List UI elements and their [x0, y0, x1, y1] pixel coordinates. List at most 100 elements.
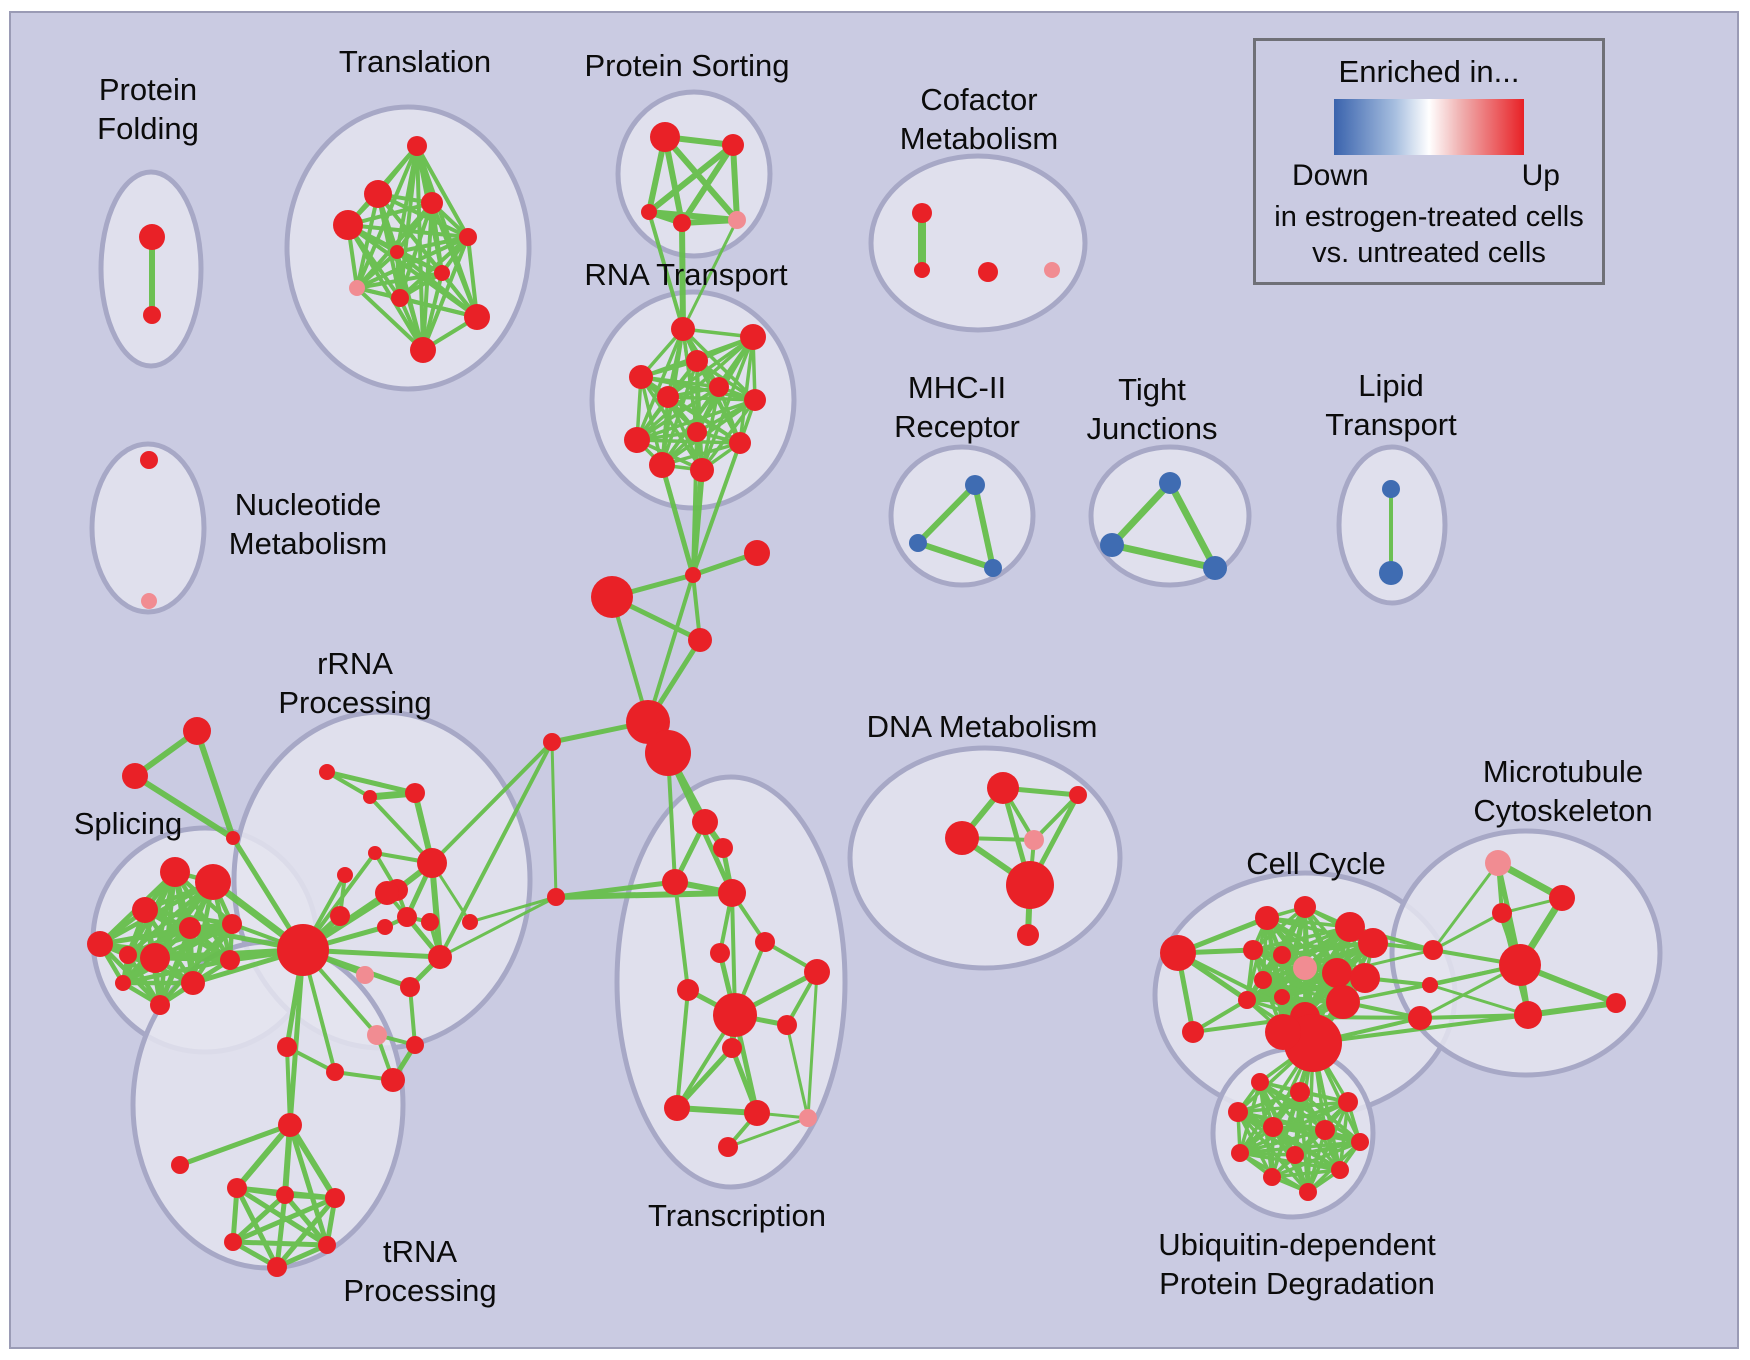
- cluster-label-trna-processing: tRNA Processing: [343, 1234, 496, 1308]
- gene-set-node: [984, 559, 1002, 577]
- gene-set-node: [410, 337, 436, 363]
- gene-set-node: [710, 943, 730, 963]
- gene-set-node: [1315, 1120, 1335, 1140]
- enrichment-edge: [368, 795, 434, 865]
- enrichment-edge: [1251, 905, 1307, 952]
- enrichment-edge: [157, 925, 193, 1008]
- gene-set-node: [645, 730, 691, 776]
- gene-set-node: [687, 422, 707, 442]
- enrichment-edge: [1525, 1000, 1619, 1018]
- gene-set-node: [799, 1109, 817, 1127]
- gene-set-node: [664, 1095, 690, 1121]
- gene-set-node: [722, 1038, 742, 1058]
- enrichment-edge: [679, 217, 740, 226]
- enrichment-edge: [230, 1195, 338, 1245]
- gene-set-node: [1293, 956, 1317, 980]
- gene-set-node: [364, 180, 392, 208]
- enrichment-edge: [639, 375, 757, 402]
- gene-set-node: [909, 534, 927, 552]
- enrichment-edge: [1238, 1140, 1362, 1155]
- gene-set-node: [740, 324, 766, 350]
- enrichment-edge: [674, 1045, 735, 1111]
- enrichment-edge: [1298, 1090, 1362, 1144]
- enrichment-edge: [172, 869, 233, 963]
- enrichment-edge: [97, 921, 235, 947]
- enrichment-edge: [553, 890, 735, 900]
- enrichment-edge: [730, 142, 740, 223]
- enrichment-edge: [274, 1192, 288, 1270]
- gene-set-node: [171, 1156, 189, 1174]
- enrichment-edge: [679, 220, 686, 332]
- gene-set-node: [1335, 912, 1365, 942]
- enrichment-edge: [1280, 941, 1375, 957]
- gene-set-node: [744, 389, 766, 411]
- enrichment-edge: [691, 430, 699, 577]
- enrichment-edge: [415, 144, 470, 239]
- gene-set-node: [381, 1068, 405, 1092]
- enrichment-edge: [355, 250, 399, 290]
- enrichment-edge: [915, 540, 996, 571]
- legend-box: Enriched in... Down Up in estrogen-treat…: [1253, 38, 1605, 285]
- gene-set-node: [139, 224, 165, 250]
- gene-set-node: [662, 869, 688, 895]
- gene-set-node: [804, 959, 830, 985]
- gene-set-node: [356, 966, 374, 984]
- gene-set-node: [1265, 1014, 1301, 1050]
- gene-set-node: [777, 1015, 797, 1035]
- legend-title: Enriched in...: [1338, 54, 1520, 89]
- gene-set-node: [276, 1186, 294, 1204]
- cluster-label-dna-metabolism: DNA Metabolism: [867, 709, 1098, 744]
- gene-set-node: [1160, 935, 1196, 971]
- gene-set-node: [391, 289, 409, 307]
- enrichment-edge: [346, 223, 425, 352]
- enrichment-edge: [1251, 925, 1352, 952]
- gene-set-node: [624, 427, 650, 453]
- cluster-ellipse-dna-metabolism: [847, 745, 1123, 971]
- legend-caption-line1: in estrogen-treated cells: [1274, 201, 1584, 233]
- gene-set-node: [318, 1236, 336, 1254]
- enrichment-edge: [662, 134, 740, 223]
- enrichment-edge: [1032, 793, 1080, 842]
- legend-gradient-bar: [1334, 99, 1524, 155]
- gene-set-node: [417, 848, 447, 878]
- enrichment-edge: [287, 1122, 338, 1201]
- gene-set-node: [914, 262, 930, 278]
- gene-set-node: [945, 821, 979, 855]
- gene-set-node: [267, 1257, 287, 1277]
- gene-set-node: [547, 888, 565, 906]
- gene-set-node: [1499, 944, 1541, 986]
- enrichment-edge: [666, 395, 757, 402]
- gene-set-node: [688, 628, 712, 652]
- enrichment-edge: [1431, 861, 1500, 952]
- gene-set-node: [1549, 885, 1575, 911]
- enrichment-edge: [647, 210, 685, 331]
- gene-set-node: [1485, 850, 1511, 876]
- enrichment-edge: [429, 860, 443, 960]
- enrichment-edge: [142, 907, 235, 927]
- enrichment-edge: [287, 947, 306, 1128]
- enrichment-edge: [234, 1185, 280, 1270]
- gene-set-node: [390, 245, 404, 259]
- gene-set-node: [685, 567, 701, 583]
- legend-down-label: Down: [1292, 159, 1369, 192]
- gene-set-node: [713, 993, 757, 1037]
- gene-set-node: [1326, 985, 1360, 1019]
- gene-set-node: [641, 204, 657, 220]
- gene-set-node: [132, 897, 158, 923]
- gene-set-node: [1492, 903, 1512, 923]
- enrichment-edge: [681, 218, 739, 331]
- gene-set-node: [987, 772, 1019, 804]
- cluster-label-translation: Translation: [339, 44, 491, 79]
- gene-set-node: [220, 950, 240, 970]
- gene-set-node: [1255, 906, 1279, 930]
- enrichment-edge: [738, 335, 755, 445]
- gene-set-node: [912, 203, 932, 223]
- gene-set-node: [591, 576, 633, 618]
- gene-set-node: [462, 914, 478, 930]
- gene-set-node: [400, 977, 420, 997]
- enrichment-edge: [660, 441, 742, 467]
- gene-set-node: [1350, 963, 1380, 993]
- enrichment-edge: [421, 271, 444, 352]
